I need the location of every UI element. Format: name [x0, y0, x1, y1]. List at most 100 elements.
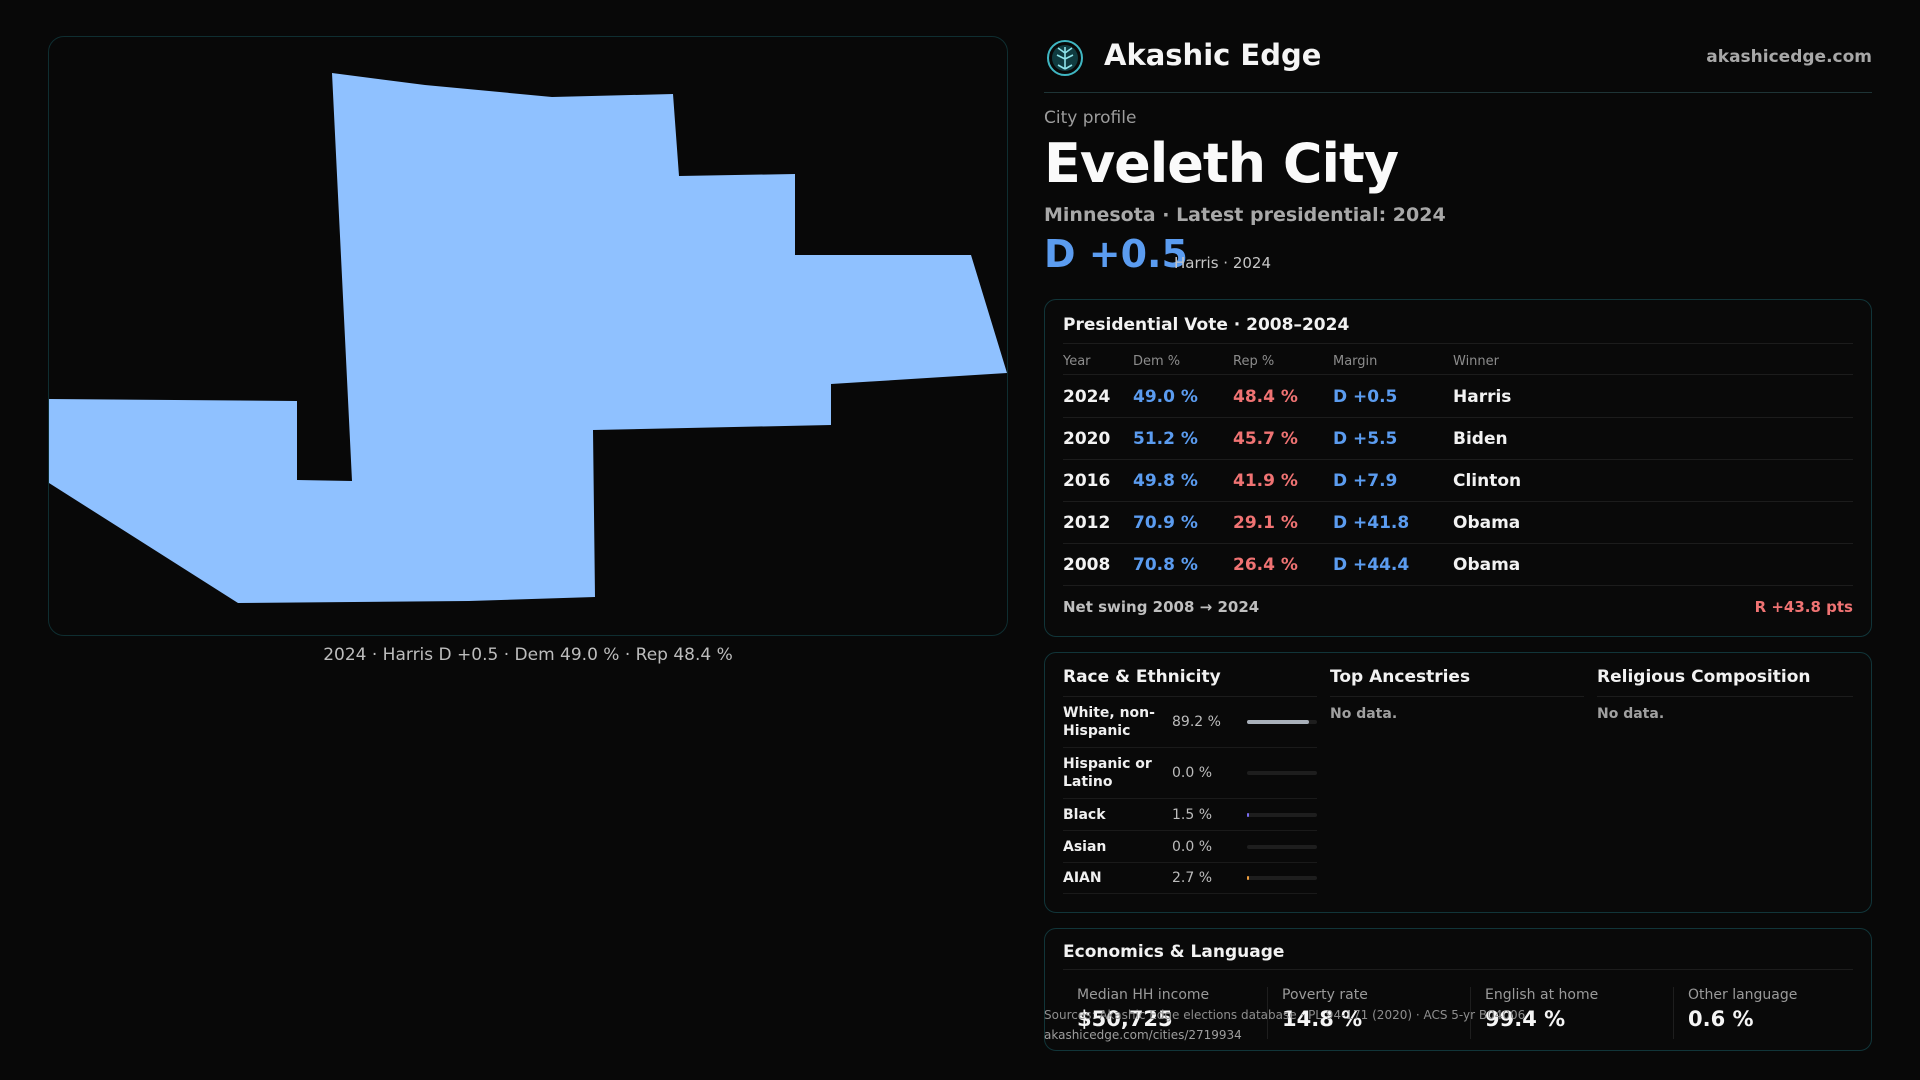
race-bar-fill: [1247, 812, 1249, 817]
cell-dem: 49.0 %: [1133, 386, 1198, 407]
cell-margin: D +5.5: [1333, 428, 1398, 449]
race-bar-track: [1247, 812, 1317, 817]
race-row[interactable]: Hispanic or Latino 0.0 %: [1063, 748, 1317, 799]
race-label: White, non-Hispanic: [1063, 705, 1155, 739]
latest-margin-note: Harris · 2024: [1174, 254, 1272, 272]
cell-winner: Obama: [1453, 554, 1521, 575]
demographics-card: Race & Ethnicity White, non-Hispanic 89.…: [1044, 652, 1872, 913]
cell-year: 2012: [1063, 512, 1111, 533]
page-kicker: City profile: [1044, 108, 1137, 128]
source-text: Sources: Akashic Edge elections database…: [1044, 1008, 1526, 1022]
column-header-winner: Winner: [1453, 354, 1500, 369]
cell-margin: D +44.4: [1333, 554, 1410, 575]
race-row[interactable]: Black 1.5 %: [1063, 799, 1317, 831]
stat-label: English at home: [1485, 987, 1599, 1003]
race-percent: 0.0 %: [1172, 765, 1213, 781]
page-title: Eveleth City: [1044, 132, 1399, 195]
top-ancestries-section: Top Ancestries No data.: [1330, 667, 1584, 722]
net-swing-label: Net swing 2008 → 2024: [1063, 598, 1260, 616]
race-row[interactable]: Asian 0.0 %: [1063, 831, 1317, 863]
column-header-dem: Dem %: [1133, 354, 1181, 369]
race-percent: 89.2 %: [1172, 714, 1221, 730]
cell-winner: Clinton: [1453, 470, 1522, 491]
race-bar-fill: [1247, 876, 1249, 880]
table-row[interactable]: 2020 51.2 % 45.7 % D +5.5 Biden: [1063, 418, 1853, 460]
table-row[interactable]: 2016 49.8 % 41.9 % D +7.9 Clinton: [1063, 460, 1853, 502]
race-row[interactable]: AIAN 2.7 %: [1063, 863, 1317, 894]
cell-rep: 26.4 %: [1233, 554, 1298, 575]
cell-year: 2016: [1063, 470, 1111, 491]
cell-year: 2024: [1063, 386, 1111, 407]
source-url-link[interactable]: akashicedge.com/cities/2719934: [1044, 1028, 1242, 1042]
column-header-year: Year: [1063, 354, 1091, 369]
cell-rep: 48.4 %: [1233, 386, 1298, 407]
stat-value: 99.4 %: [1485, 1007, 1566, 1031]
stat-value: 14.8 %: [1282, 1007, 1363, 1031]
cell-margin: D +7.9: [1333, 470, 1398, 491]
economics-language-card: Economics & Language Median HH income $5…: [1044, 928, 1872, 1051]
city-map-panel[interactable]: [48, 36, 1008, 636]
race-bar-track: [1247, 876, 1317, 880]
cell-margin: D +0.5: [1333, 386, 1398, 407]
column-header-margin: Margin: [1333, 354, 1378, 369]
net-swing: Net swing 2008 → 2024 R +43.8 pts: [1063, 594, 1853, 618]
city-boundary-map: [49, 73, 1007, 603]
cell-rep: 29.1 %: [1233, 512, 1298, 533]
cell-dem: 70.8 %: [1133, 554, 1198, 575]
cell-dem: 51.2 %: [1133, 428, 1198, 449]
table-header: Year Dem % Rep % Margin Winner: [1063, 350, 1853, 375]
cell-dem: 70.9 %: [1133, 512, 1198, 533]
cell-year: 2020: [1063, 428, 1111, 449]
race-bar-track: [1247, 771, 1317, 775]
stat-label: Other language: [1688, 987, 1798, 1003]
race-label: Black: [1063, 806, 1106, 823]
cell-rep: 45.7 %: [1233, 428, 1298, 449]
latest-margin: D +0.5 Harris · 2024: [1044, 232, 1872, 280]
religious-composition-section: Religious Composition No data.: [1597, 667, 1853, 722]
divider: [1063, 969, 1853, 970]
site-link[interactable]: akashicedge.com: [1706, 47, 1872, 67]
cell-winner: Biden: [1453, 428, 1508, 449]
net-swing-value: R +43.8 pts: [1754, 598, 1853, 616]
source-footer: Sources: Akashic Edge elections database…: [1044, 1005, 1525, 1045]
table-row[interactable]: 2012 70.9 % 29.1 % D +41.8 Obama: [1063, 502, 1853, 544]
city-boundary-shape[interactable]: [49, 73, 1007, 603]
race-percent: 0.0 %: [1172, 838, 1213, 855]
stat-label: Poverty rate: [1282, 987, 1368, 1003]
site-header: Akashic Edge akashicedge.com: [1044, 36, 1872, 93]
section-title: Race & Ethnicity: [1063, 667, 1317, 697]
map-caption: 2024 · Harris D +0.5 · Dem 49.0 % · Rep …: [323, 645, 733, 665]
race-row[interactable]: White, non-Hispanic 89.2 %: [1063, 697, 1317, 748]
column-header-rep: Rep %: [1233, 354, 1275, 369]
profile-column: Akashic Edge akashicedge.com City profil…: [1044, 36, 1872, 280]
race-label: Hispanic or Latino: [1063, 756, 1152, 790]
table-row[interactable]: 2008 70.8 % 26.4 % D +44.4 Obama: [1063, 544, 1853, 586]
latest-margin-value: D +0.5: [1044, 232, 1188, 276]
race-bar-track: [1247, 720, 1317, 724]
page-subtitle: Minnesota · Latest presidential: 2024: [1044, 204, 1446, 226]
race-ethnicity-section: Race & Ethnicity White, non-Hispanic 89.…: [1063, 667, 1317, 894]
cell-rep: 41.9 %: [1233, 470, 1298, 491]
cell-winner: Harris: [1453, 386, 1512, 407]
race-bar-fill: [1247, 720, 1309, 724]
empty-state: No data.: [1330, 706, 1398, 722]
presidential-vote-card: Presidential Vote · 2008–2024 Year Dem %…: [1044, 299, 1872, 637]
cell-margin: D +41.8: [1333, 512, 1410, 533]
race-percent: 1.5 %: [1172, 806, 1213, 823]
race-bar-track: [1247, 844, 1317, 849]
section-title: Top Ancestries: [1330, 667, 1584, 697]
tree-globe-logo-icon[interactable]: [1046, 39, 1084, 77]
race-label: AIAN: [1063, 870, 1102, 886]
stat-other-language: Other language 0.6 %: [1673, 987, 1853, 1039]
stat-value: $50,725: [1077, 1007, 1173, 1031]
stat-value: 0.6 %: [1688, 1007, 1754, 1031]
stat-english-at-home: English at home 99.4 %: [1470, 987, 1670, 1039]
empty-state: No data.: [1597, 706, 1665, 722]
cell-year: 2008: [1063, 554, 1111, 575]
race-percent: 2.7 %: [1172, 870, 1213, 886]
stat-label: Median HH income: [1077, 987, 1210, 1003]
table-row[interactable]: 2024 49.0 % 48.4 % D +0.5 Harris: [1063, 376, 1853, 418]
brand-name[interactable]: Akashic Edge: [1104, 38, 1322, 72]
race-label: Asian: [1063, 838, 1107, 855]
card-title: Economics & Language: [1063, 942, 1285, 962]
